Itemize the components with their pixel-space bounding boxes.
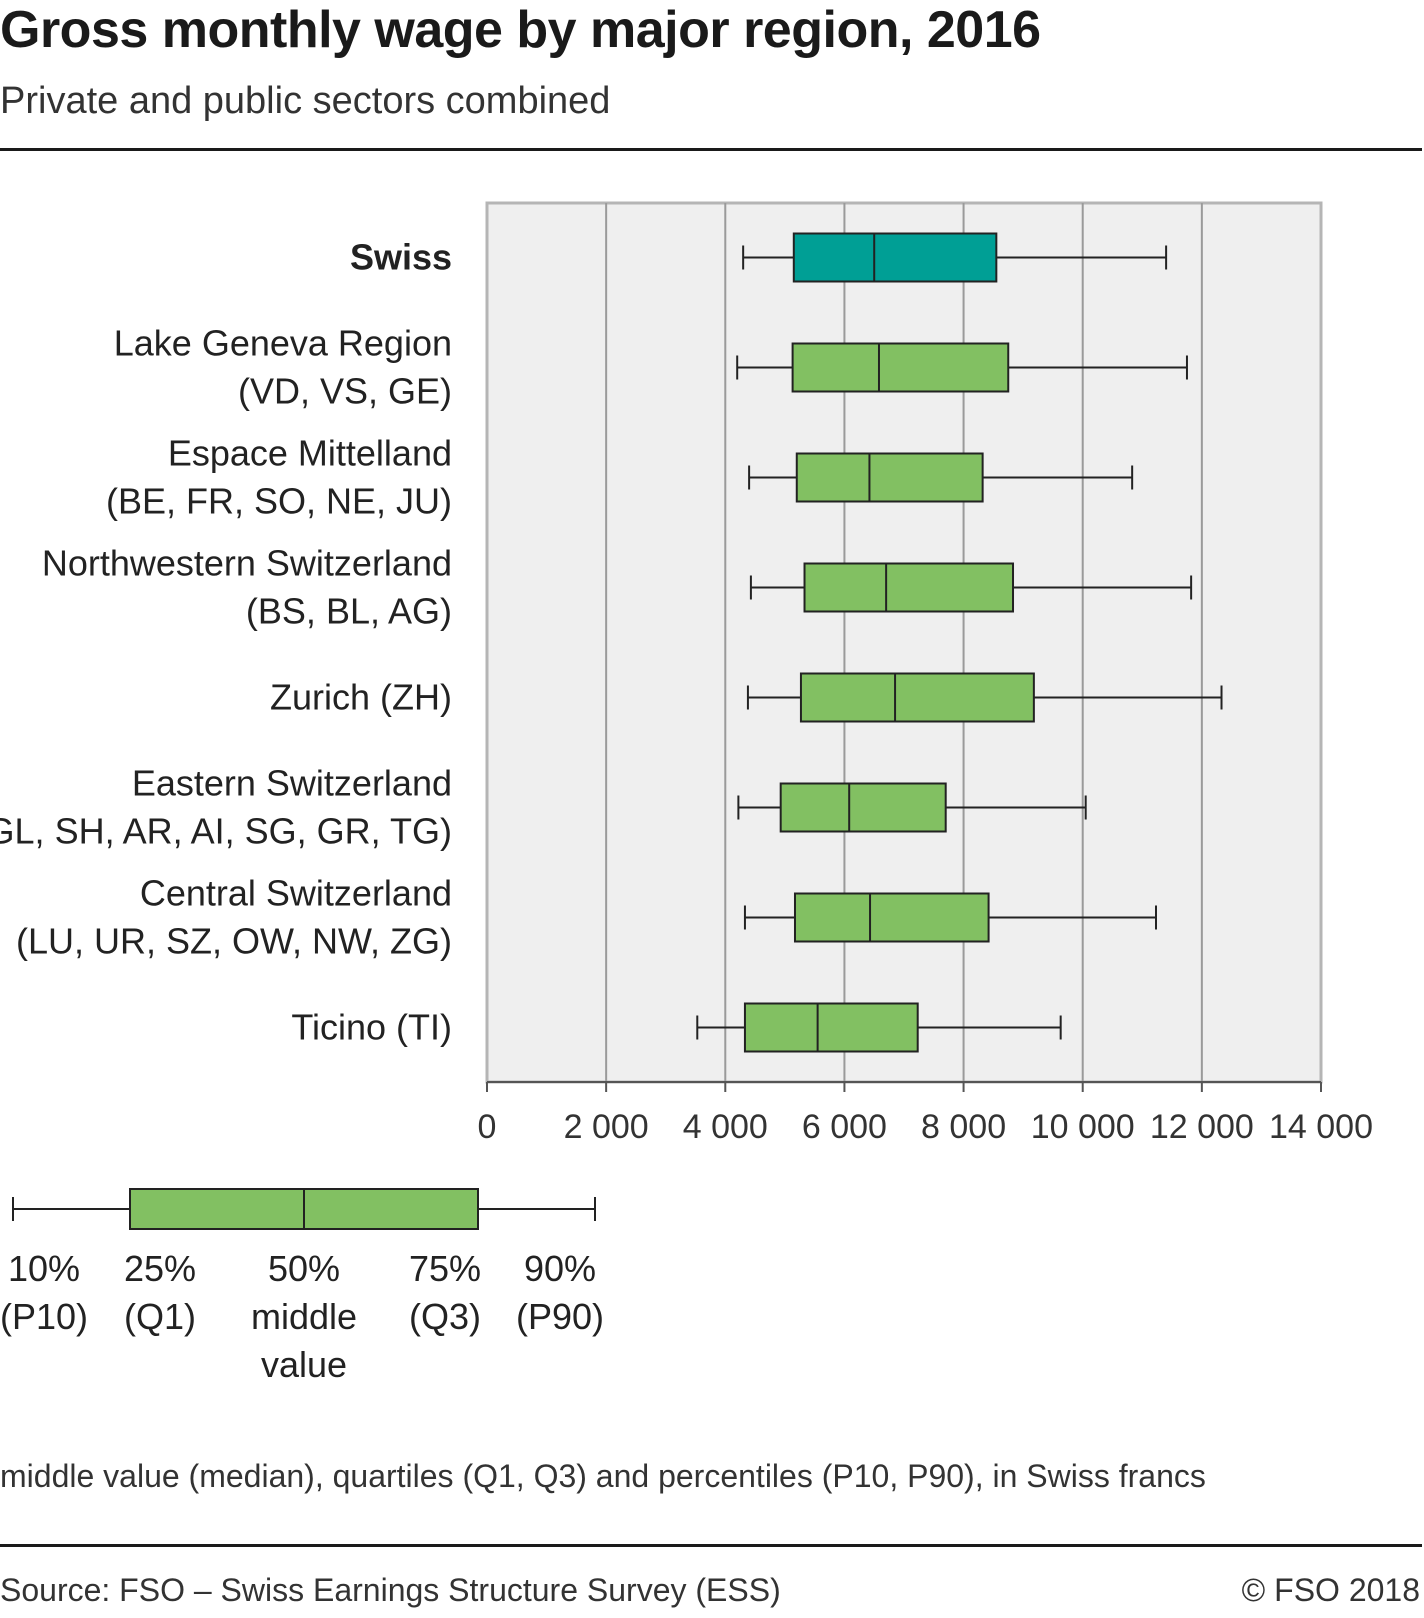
legend-label: 50%: [268, 1248, 340, 1289]
legend-label: (Q1): [124, 1296, 196, 1337]
legend-label: (P10): [0, 1296, 88, 1337]
legend-label: (Q3): [409, 1296, 481, 1337]
category-label: Eastern Switzerland: [132, 763, 452, 804]
category-label: Espace Mittelland: [168, 433, 452, 474]
x-tick-label: 8 000: [921, 1108, 1006, 1146]
iqr-box: [793, 892, 990, 943]
chart-subtitle: Private and public sectors combined: [0, 80, 611, 122]
iqr-box: [779, 782, 947, 833]
iqr-box: [795, 452, 984, 503]
top-divider: [0, 148, 1422, 151]
category-label: (BS, BL, AG): [246, 591, 452, 632]
category-label: (GL, SH, AR, AI, SG, GR, TG): [0, 811, 452, 852]
category-label: (VD, VS, GE): [238, 371, 452, 412]
x-tick-label: 14 000: [1269, 1108, 1373, 1146]
category-label: Swiss: [350, 237, 452, 278]
boxplot-chart: 0 2 000 4 000 6 000 8 000 10 000 12 000 14 000 S…: [0, 201, 1373, 1385]
x-tick-label: 2 000: [564, 1108, 649, 1146]
iqr-box: [803, 562, 1015, 613]
legend-label: value: [261, 1344, 347, 1385]
x-tick-label: 4 000: [683, 1108, 768, 1146]
iqr-box: [799, 672, 1035, 723]
x-tick-label: 10 000: [1031, 1108, 1135, 1146]
legend-label: 25%: [124, 1248, 196, 1289]
chart-title: Gross monthly wage by major region, 2016: [0, 1, 1041, 59]
x-tick-label: 0: [478, 1108, 497, 1146]
category-label: Northwestern Switzerland: [42, 543, 452, 584]
legend-label: (P90): [516, 1296, 604, 1337]
category-label: Zurich (ZH): [270, 677, 452, 718]
category-label: Central Switzerland: [140, 873, 452, 914]
legend-label: 90%: [524, 1248, 596, 1289]
category-label: (LU, UR, SZ, OW, NW, ZG): [16, 921, 452, 962]
category-label: (BE, FR, SO, NE, JU): [106, 481, 452, 522]
category-label: Lake Geneva Region: [114, 323, 452, 364]
category-label: Ticino (TI): [291, 1007, 452, 1048]
iqr-box: [792, 232, 998, 283]
legend-label: 10%: [8, 1248, 80, 1289]
source-text: Source: FSO – Swiss Earnings Structure S…: [0, 1572, 781, 1608]
bottom-divider: [0, 1544, 1422, 1547]
legend-label: 75%: [409, 1248, 481, 1289]
chart-note: middle value (median), quartiles (Q1, Q3…: [0, 1458, 1206, 1494]
x-tick-label: 12 000: [1150, 1108, 1254, 1146]
iqr-box: [743, 1002, 919, 1053]
copyright-text: © FSO 2018: [1241, 1572, 1420, 1608]
legend-label: middle: [251, 1296, 357, 1337]
iqr-box: [791, 342, 1010, 393]
plot-area: [485, 201, 1323, 1084]
x-tick-label: 6 000: [802, 1108, 887, 1146]
